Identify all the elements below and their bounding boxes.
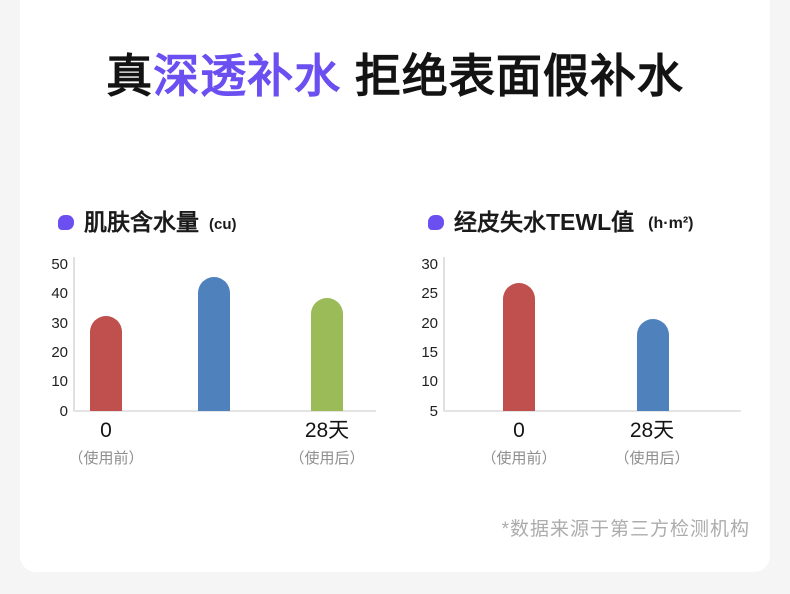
y-axis [73,257,75,412]
page-title: 真深透补水 拒绝表面假补水 [0,40,790,106]
x-label-after: 28天 （使用后） [289,419,365,467]
y-tick: 40 [51,285,68,302]
chart-header-moisture: 肌肤含水量 (cu) [58,209,237,235]
y-tick: 15 [421,344,438,361]
bar-chart-skin-moisture: 50 40 30 20 10 0 0 （使用前） 28天 （使用后） [40,256,385,487]
data-source-footnote: *数据来源于第三方检测机构 [501,519,750,540]
chart-title: 经皮失水TEWL值 [454,209,635,235]
y-tick: 20 [421,315,438,332]
bar-after [311,298,343,411]
x-axis [73,410,376,412]
y-tick: 30 [51,315,68,332]
bullet-icon [58,214,74,230]
y-tick: 5 [429,403,438,420]
chart-unit: (cu) [209,216,237,233]
bar-chart-tewl: 30 25 20 15 10 5 0 （使用前） 28天 （使用后） [410,256,755,487]
content-card [20,0,770,572]
chart-unit: (h·m²) [648,215,694,232]
bar-middle [198,277,230,411]
bar-before [503,283,535,411]
y-tick: 25 [421,285,438,302]
y-tick: 30 [421,256,438,273]
x-label-before: 0 （使用前） [481,419,557,467]
y-tick: 50 [51,256,68,273]
y-axis [443,257,445,412]
x-label-before: 0 （使用前） [68,419,144,467]
x-label-after: 28天 （使用后） [614,419,690,467]
title-prefix: 真 [106,50,154,102]
title-suffix: 拒绝表面假补水 [341,50,684,102]
y-tick: 0 [59,403,68,420]
y-tick: 20 [51,344,68,361]
bar-before [90,316,122,411]
y-tick: 10 [51,373,68,390]
y-tick: 10 [421,373,438,390]
title-highlight: 深透补水 [153,50,342,102]
x-axis [443,410,741,412]
bullet-icon [428,214,444,230]
chart-header-tewl: 经皮失水TEWL值 (h·m²) [428,209,693,235]
bar-after [637,319,669,411]
chart-title: 肌肤含水量 [84,209,199,235]
